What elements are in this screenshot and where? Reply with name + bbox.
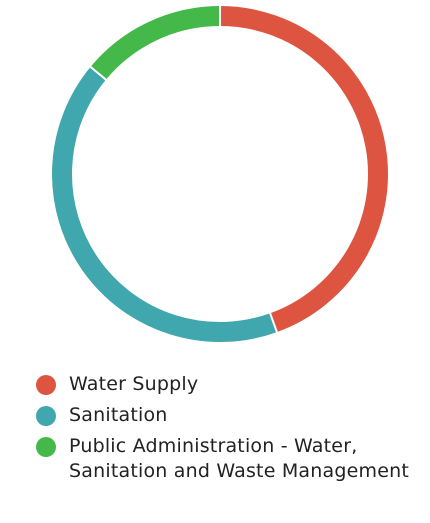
slice-water-supply[interactable] bbox=[219, 6, 388, 333]
legend-swatch-public-administration bbox=[36, 437, 56, 457]
legend-label-public-administration: Public Administration - Water, Sanitatio… bbox=[69, 435, 409, 482]
donut-chart bbox=[52, 5, 388, 342]
legend-label-sanitation: Sanitation bbox=[69, 404, 168, 426]
legend-swatch-water-supply bbox=[36, 375, 56, 395]
slice-separator bbox=[268, 311, 279, 334]
legend-item-public-administration[interactable]: Public Administration - Water, Sanitatio… bbox=[36, 434, 416, 484]
legend-label-water-supply: Water Supply bbox=[69, 373, 199, 395]
legend-swatch-sanitation bbox=[36, 406, 56, 426]
legend: Water Supply Sanitation Public Administr… bbox=[36, 372, 416, 490]
slice-public-administration[interactable] bbox=[90, 6, 221, 80]
legend-item-sanitation[interactable]: Sanitation bbox=[36, 403, 416, 428]
slice-separator bbox=[89, 65, 108, 82]
legend-item-water-supply[interactable]: Water Supply bbox=[36, 372, 416, 397]
slice-sanitation[interactable] bbox=[52, 66, 277, 342]
